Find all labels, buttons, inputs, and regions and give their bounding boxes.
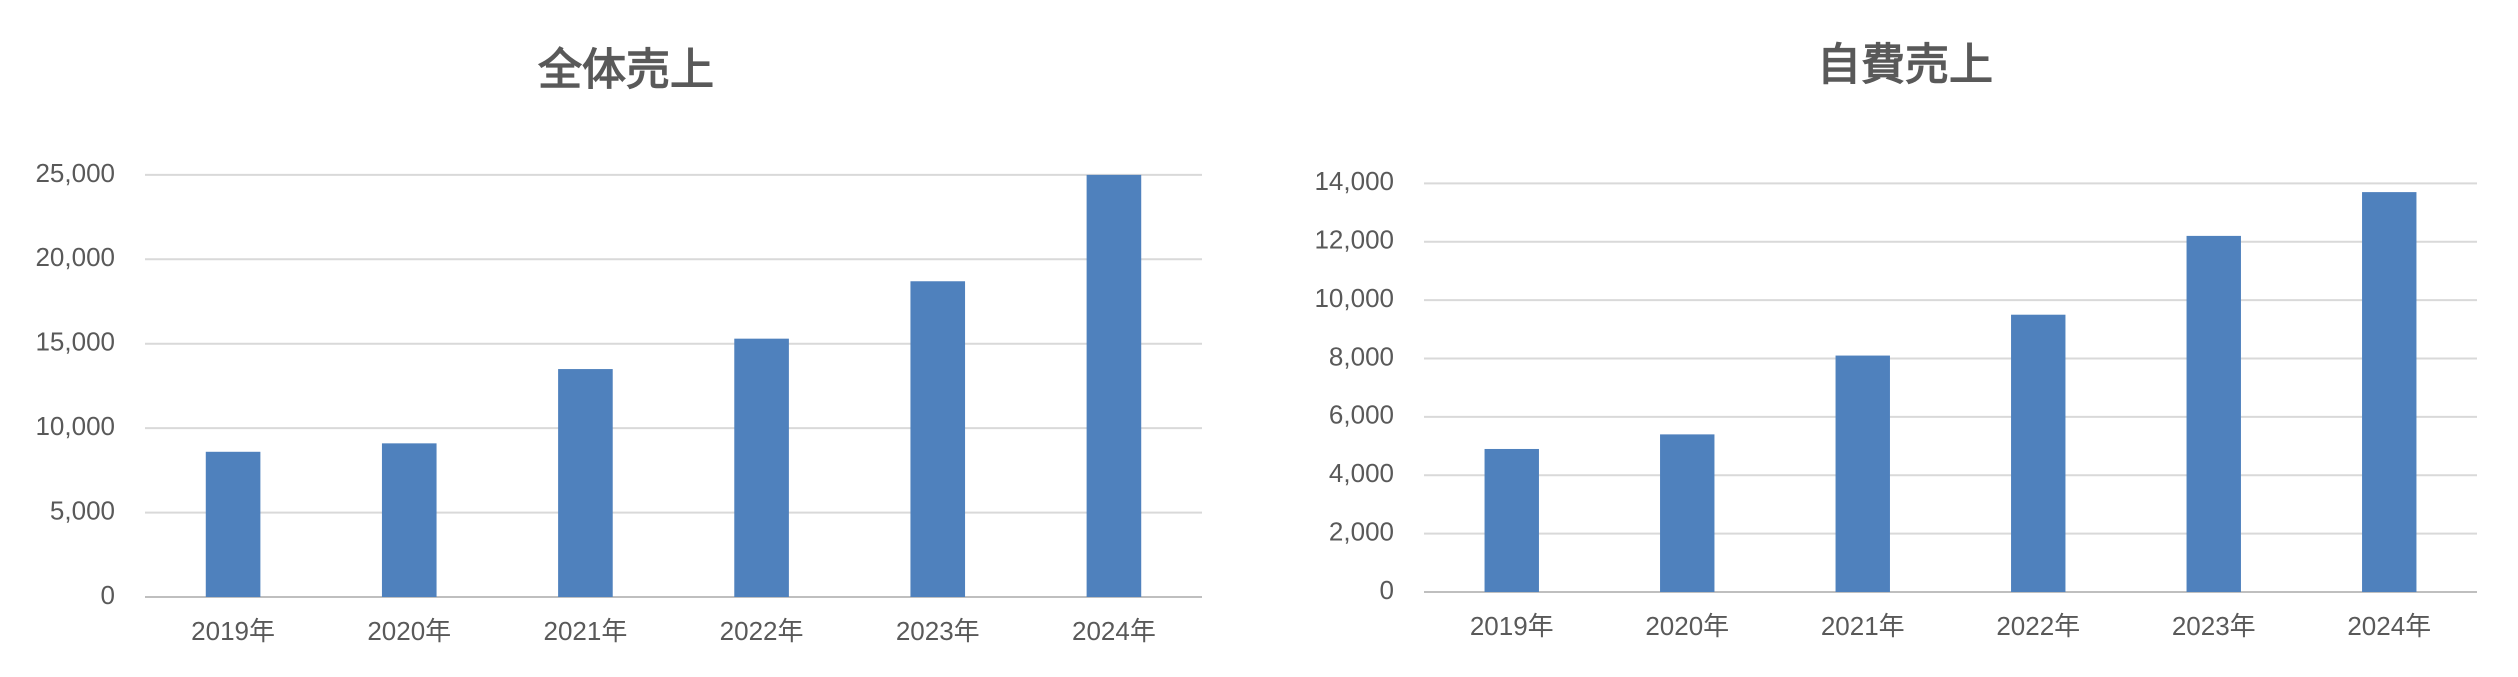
- bar: [205, 451, 261, 597]
- bar: [2362, 192, 2417, 593]
- y-tick-label: 14,000: [1314, 166, 1394, 196]
- x-tick-label: 2024年: [1072, 616, 1156, 646]
- bar: [1660, 434, 1715, 592]
- bar: [734, 338, 789, 597]
- y-tick-label: 25,000: [35, 158, 115, 188]
- y-tick-label: 10,000: [1314, 283, 1394, 313]
- y-tick-label: 2,000: [1329, 516, 1394, 546]
- x-tick-label: 2020年: [367, 616, 451, 646]
- bar: [1835, 355, 1890, 592]
- bar: [2186, 235, 2241, 592]
- chart-title: 自費売上: [1817, 41, 1993, 90]
- y-tick-label: 15,000: [35, 327, 115, 357]
- y-tick-label: 12,000: [1314, 225, 1394, 255]
- bar: [558, 369, 613, 597]
- y-tick-label: 6,000: [1329, 400, 1394, 430]
- x-tick-label: 2020年: [1645, 611, 1729, 641]
- x-tick-label: 2023年: [896, 616, 980, 646]
- x-tick-label: 2021年: [1821, 611, 1905, 641]
- y-tick-label: 4,000: [1329, 458, 1394, 488]
- bar: [381, 443, 437, 597]
- y-tick-label: 10,000: [35, 411, 115, 441]
- y-tick-label: 8,000: [1329, 341, 1394, 371]
- bar: [1086, 174, 1142, 597]
- x-tick-label: 2019年: [191, 616, 275, 646]
- x-tick-label: 2023年: [2172, 611, 2256, 641]
- y-tick-label: 20,000: [35, 242, 115, 272]
- y-tick-label: 5,000: [50, 495, 115, 525]
- x-tick-label: 2022年: [720, 616, 804, 646]
- y-tick-label: 0: [1380, 575, 1394, 605]
- bar: [2011, 314, 2066, 592]
- bar: [910, 281, 966, 597]
- x-tick-label: 2024年: [2347, 611, 2431, 641]
- x-tick-label: 2021年: [543, 616, 627, 646]
- x-tick-label: 2022年: [1996, 611, 2080, 641]
- chart-title: 全体売上: [537, 45, 714, 95]
- y-tick-label: 0: [101, 580, 115, 610]
- x-tick-label: 2019年: [1470, 611, 1554, 641]
- bar: [1484, 448, 1539, 592]
